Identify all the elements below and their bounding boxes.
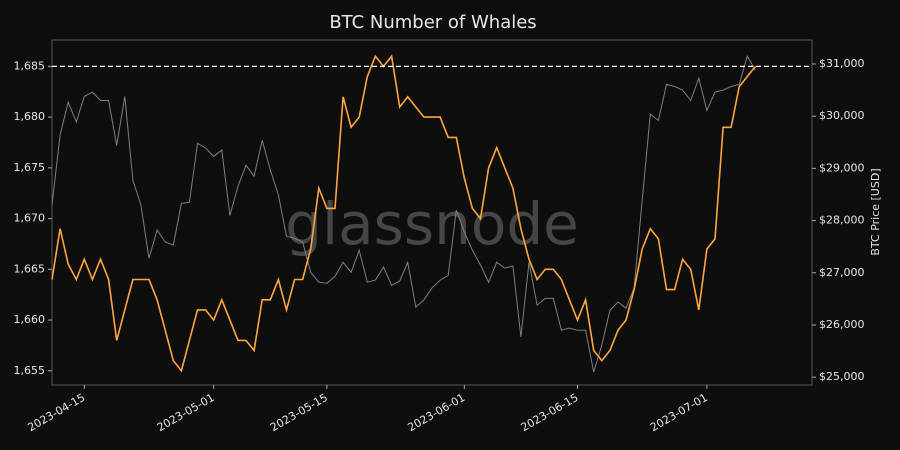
y2-tick-label: $26,000 — [819, 318, 865, 331]
y2-axis-label: BTC Price [USD] — [869, 168, 882, 255]
y-tick-label: 1,680 — [14, 110, 46, 123]
y-tick-label: 1,670 — [14, 212, 46, 225]
y-tick-label: 1,655 — [14, 364, 46, 377]
plot-frame — [51, 39, 813, 386]
chart-title: BTC Number of Whales — [329, 12, 536, 33]
y-tick-label: 1,675 — [14, 161, 46, 174]
y2-tick-label: $30,000 — [819, 109, 865, 122]
y2-tick-label: $28,000 — [819, 214, 865, 227]
watermark: glassnode — [285, 190, 579, 258]
y-tick-label: 1,660 — [14, 313, 46, 326]
series-line — [51, 54, 757, 373]
y-tick-label: 1,685 — [14, 59, 46, 72]
y2-tick-label: $29,000 — [819, 161, 865, 174]
y2-tick-label: $31,000 — [819, 57, 865, 70]
y2-tick-label: $27,000 — [819, 266, 865, 279]
series-line — [51, 54, 756, 373]
y-tick-label: 1,665 — [14, 262, 46, 275]
y2-tick-label: $25,000 — [819, 370, 865, 383]
